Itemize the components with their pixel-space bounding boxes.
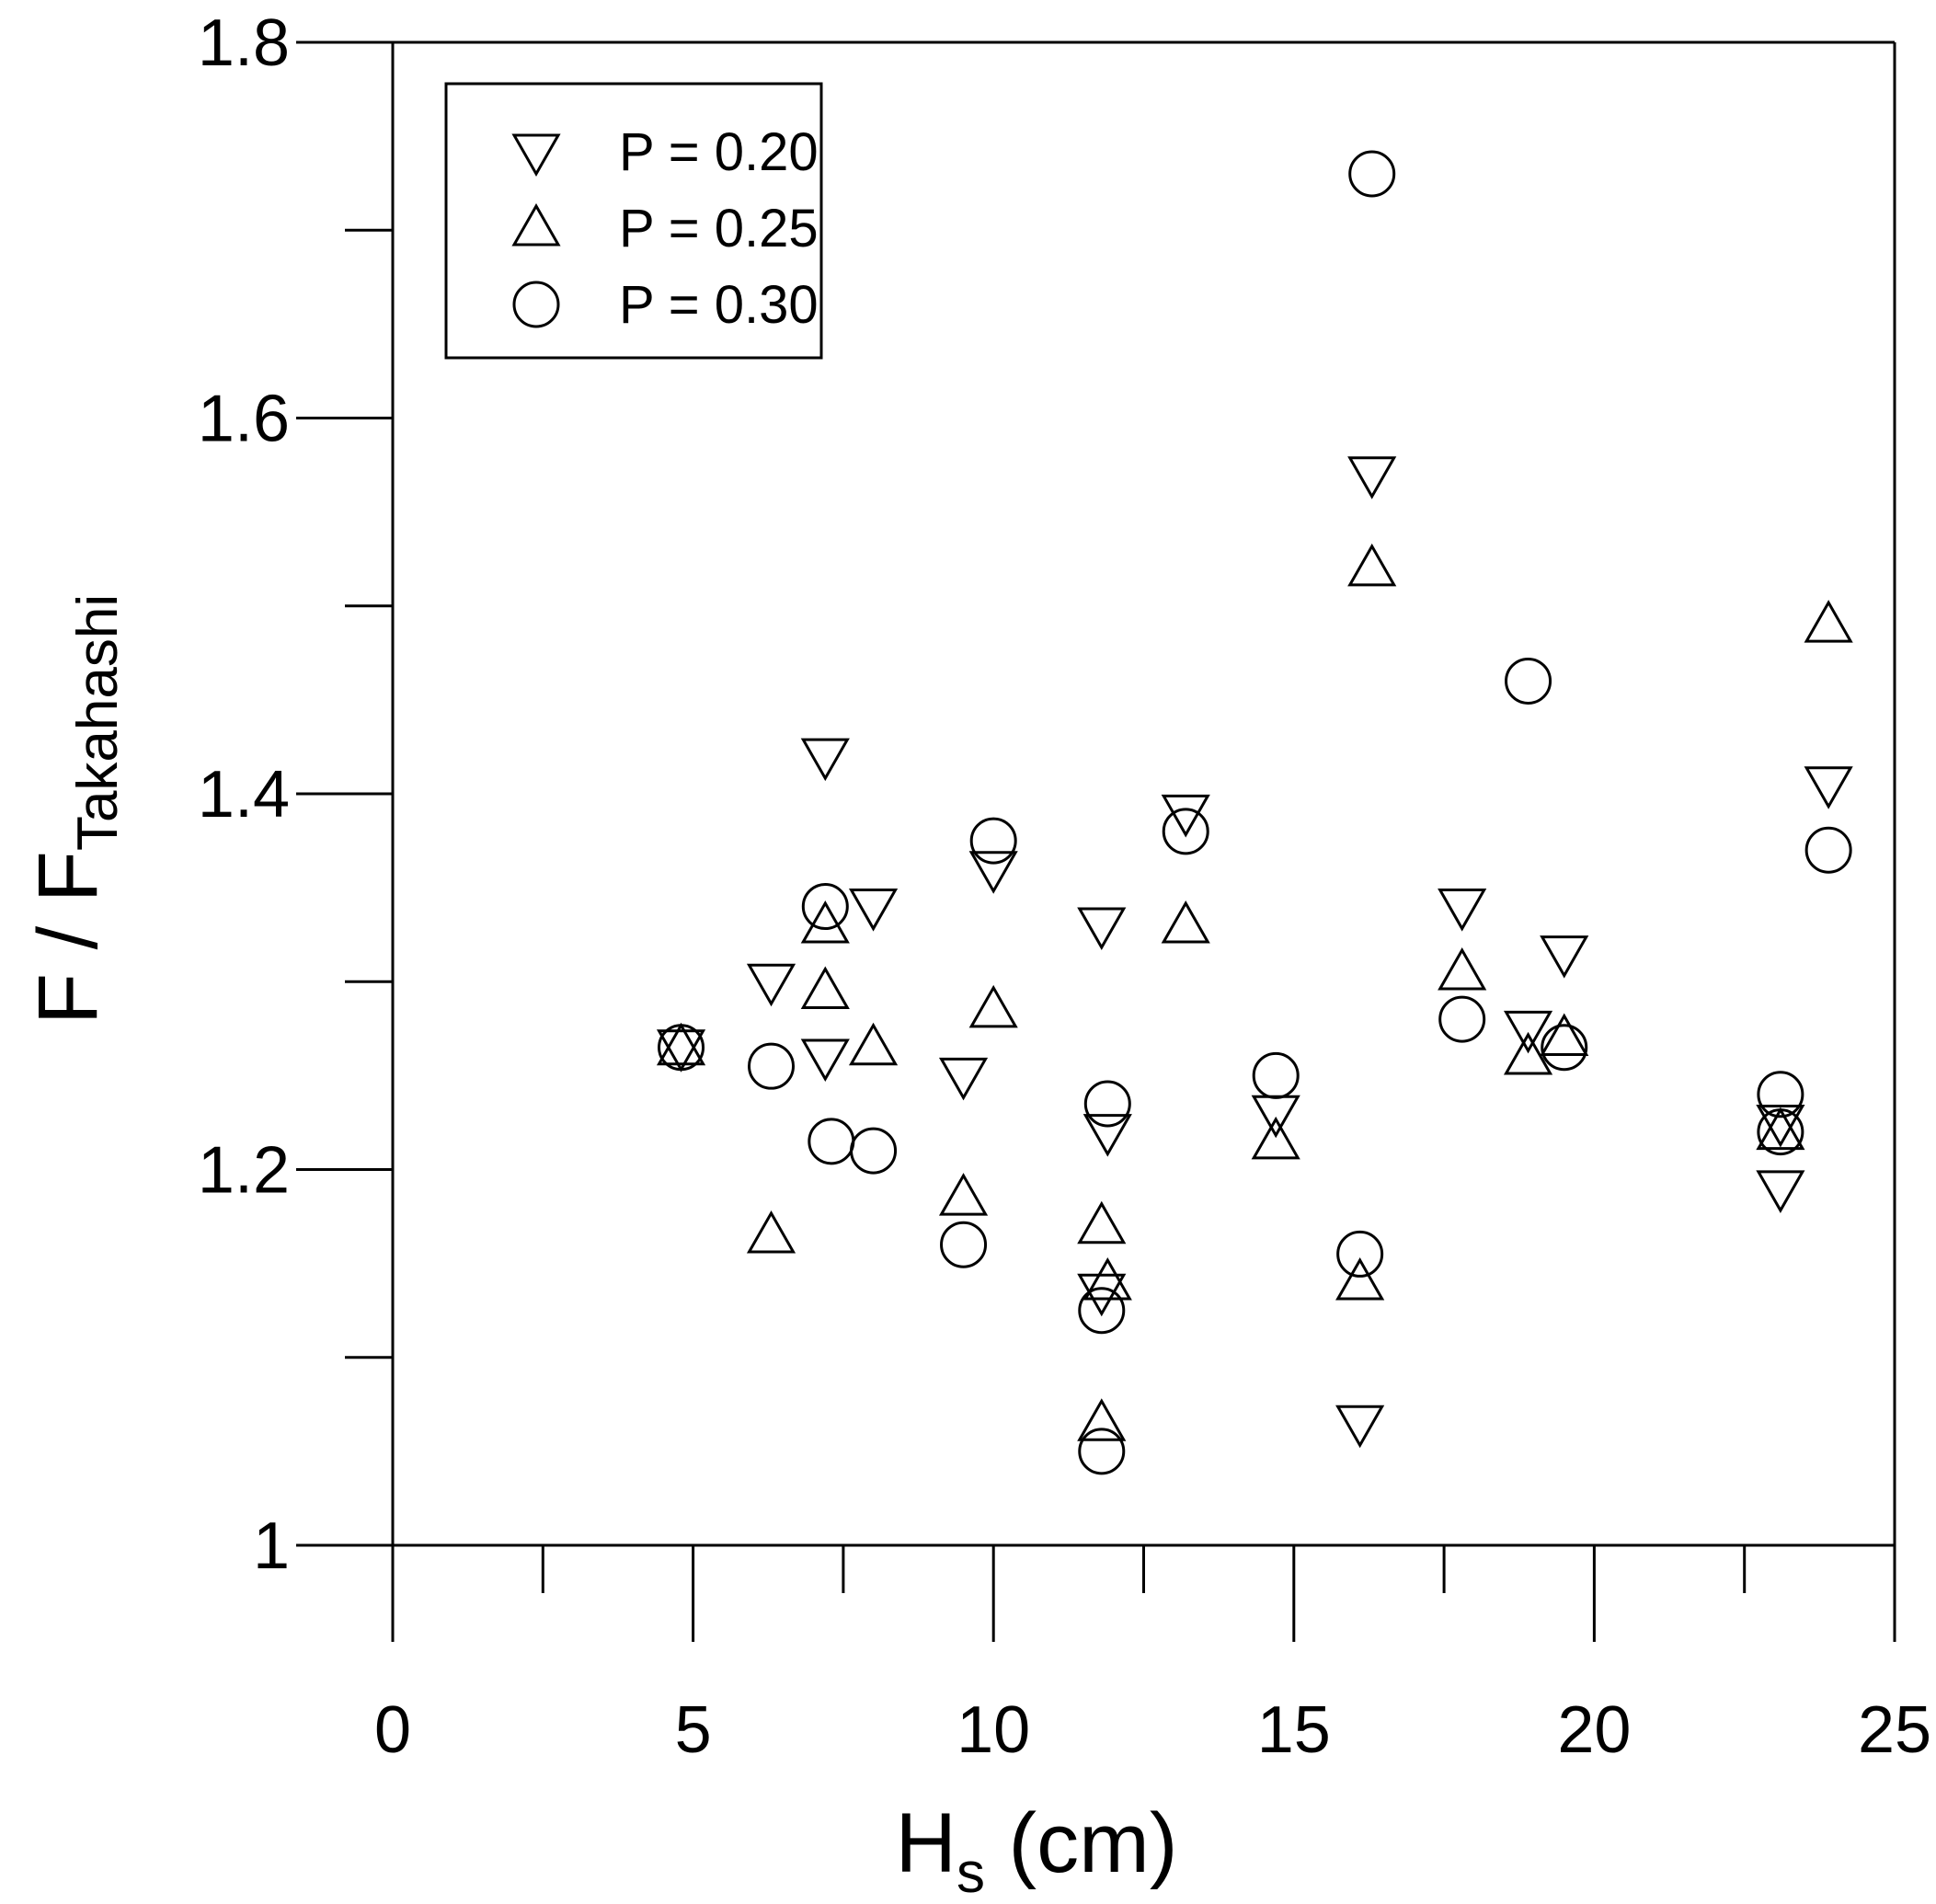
triangle-down-data-point (1503, 1010, 1553, 1054)
triangle-down-data-point (1077, 907, 1127, 950)
circle-data-point (1804, 826, 1852, 874)
triangle-down-data-point (1161, 794, 1210, 838)
circle-data-point (1438, 995, 1486, 1043)
triangle-up-data-point (1804, 600, 1853, 643)
circle-data-point (808, 1118, 855, 1165)
y-tick-label: 1.4 (198, 758, 290, 832)
legend-label: P = 0.30 (619, 275, 819, 335)
circle-data-point (1505, 657, 1552, 705)
triangle-down-data-point (1251, 1095, 1300, 1139)
circle-data-point (1083, 1080, 1131, 1128)
circle-data-point (1541, 1024, 1588, 1072)
triangle-up-data-point (1438, 947, 1487, 991)
circle-data-point (1078, 1428, 1126, 1475)
triangle-down-data-point (1540, 935, 1589, 979)
triangle-down-data-point (1804, 766, 1853, 809)
circle-data-point (1078, 1287, 1126, 1335)
triangle-up-data-point (746, 1210, 796, 1254)
circle-data-point (1252, 1051, 1300, 1099)
triangle-up-data-point (1503, 1031, 1553, 1075)
triangle-down-data-point (1083, 1114, 1132, 1157)
legend-label: P = 0.25 (619, 199, 819, 258)
triangle-up-data-point (1347, 543, 1397, 587)
x-tick-label: 15 (1257, 1693, 1331, 1767)
triangle-down-data-point (800, 1038, 850, 1082)
circle-data-point (1757, 1108, 1804, 1156)
circle-data-point (969, 817, 1017, 865)
triangle-up-data-point (1083, 1257, 1132, 1301)
triangle-down-data-point (968, 851, 1018, 894)
circle-data-point (940, 1221, 988, 1268)
triangle-up-data-point (1161, 900, 1210, 944)
triangle-down-data-point (1347, 456, 1397, 499)
triangle-down-data-point (1756, 1170, 1805, 1213)
x-axis-title: Hs (cm) (896, 1796, 1178, 1899)
triangle-down-data-point (1077, 1273, 1127, 1317)
y-tick-label: 1.2 (198, 1134, 290, 1208)
triangle-down-data-point (938, 1057, 989, 1101)
circle-data-point (801, 883, 849, 931)
x-tick-label: 25 (1858, 1693, 1931, 1767)
y-tick-label: 1.8 (198, 6, 290, 80)
triangle-down-data-point (1335, 1405, 1385, 1449)
circle-data-point (1162, 808, 1209, 855)
circle-data-point (1336, 1230, 1384, 1278)
x-tick-label: 0 (374, 1693, 411, 1767)
x-tick-label: 20 (1557, 1693, 1631, 1767)
triangle-up-data-point (1540, 1013, 1589, 1057)
plot-frame (391, 40, 1896, 1642)
triangle-down-data-point (848, 889, 899, 932)
legend-label: P = 0.20 (619, 122, 819, 182)
triangle-up-data-point (1756, 1107, 1805, 1151)
circle-data-point (850, 1127, 898, 1175)
triangle-up-data-point (800, 900, 850, 944)
legend-circle-icon (512, 281, 560, 328)
triangle-up-data-point (938, 1173, 989, 1216)
x-tick-label: 5 (675, 1693, 712, 1767)
y-tick-label: 1 (253, 1509, 290, 1583)
circle-data-point (1348, 150, 1396, 198)
y-tick-label: 1.6 (198, 383, 290, 456)
triangle-down-data-point (656, 1029, 706, 1072)
legend-triangle-down-icon (511, 133, 561, 178)
triangle-down-data-point (1438, 889, 1487, 932)
triangle-down-data-point (800, 738, 850, 782)
triangle-up-data-point (1335, 1257, 1385, 1301)
legend: P = 0.20 P = 0.25 P = 0.30 (444, 82, 823, 360)
circle-data-point (1757, 1071, 1804, 1118)
triangle-up-data-point (848, 1022, 899, 1066)
legend-triangle-up-icon (511, 202, 561, 247)
y-axis-title: F / FTakahashi (21, 594, 130, 1025)
data-points (656, 150, 1853, 1475)
triangle-up-data-point (1077, 1200, 1127, 1244)
triangle-down-data-point (746, 963, 796, 1007)
triangle-down-data-point (1756, 1104, 1805, 1148)
circle-data-point (658, 1024, 705, 1072)
triangle-up-data-point (1077, 1398, 1127, 1441)
triangle-up-data-point (968, 984, 1018, 1028)
axis-ticks: 1 1.2 1.4 1.6 1.8 0 5 10 15 20 25 (198, 6, 1931, 1767)
legend-box (444, 82, 823, 360)
triangle-up-data-point (1251, 1116, 1300, 1160)
triangle-up-data-point (656, 1022, 706, 1066)
circle-data-point (748, 1042, 796, 1090)
x-tick-label: 10 (957, 1693, 1030, 1767)
triangle-up-data-point (800, 966, 850, 1009)
